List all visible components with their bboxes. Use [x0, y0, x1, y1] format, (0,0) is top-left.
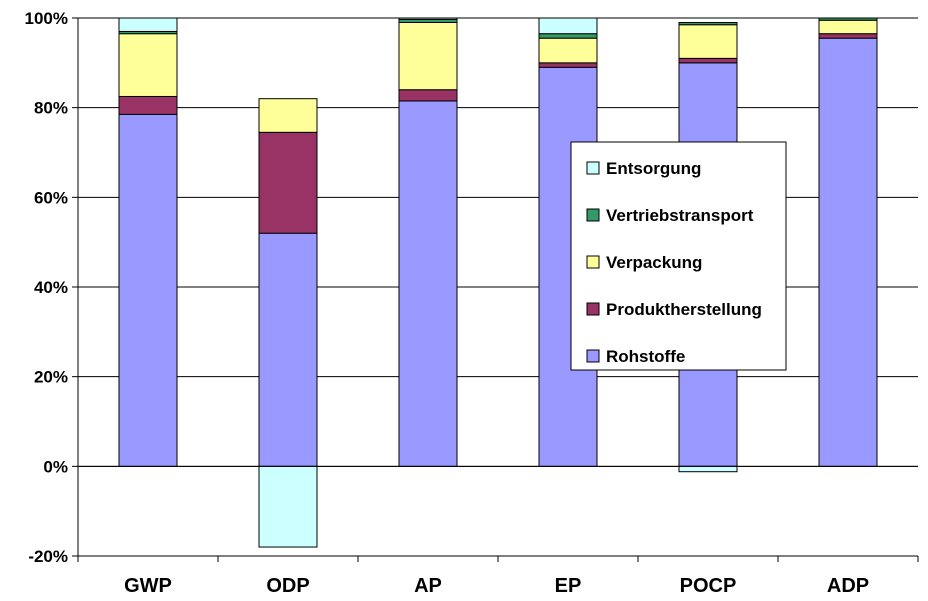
x-category-label: ADP [827, 575, 869, 597]
bar-segment-ep-entsorgung [538, 17, 598, 35]
bar-segment-pocp-produktherstellung [678, 57, 738, 64]
legend-box [570, 141, 787, 371]
bar-segment-ep-produktherstellung [538, 62, 598, 68]
bar-segment-pocp-verpackung [678, 24, 738, 59]
bar-segment-odp-verpackung [258, 98, 318, 133]
bar-segment-odp-entsorgung [258, 465, 318, 548]
bar-segment-adp-vertriebstransport [818, 17, 878, 21]
legend-swatch [586, 255, 600, 269]
y-tick-label: 80% [34, 99, 68, 118]
x-axis-category-labels: GWP ODP AP EP POCP ADP [124, 575, 869, 597]
y-tick-label: 100% [25, 9, 68, 28]
y-tick-label: 0% [43, 457, 68, 476]
legend-label: Entsorgung [606, 159, 701, 178]
bar-segment-adp-rohstoffe [818, 37, 878, 467]
legend-label: Verpackung [606, 253, 702, 272]
bar-segment-odp-produktherstellung [258, 131, 318, 234]
y-axis-tick-labels: -20% 0% 20% 40% 60% 80% 100% [25, 9, 68, 566]
x-category-label: AP [414, 575, 442, 597]
legend-swatch [586, 349, 600, 363]
y-tick-label: -20% [28, 547, 68, 566]
x-category-label: ODP [266, 575, 309, 597]
bar-segment-ap-produktherstellung [398, 89, 458, 102]
axes [72, 17, 919, 562]
legend-label: Vertriebstransport [606, 206, 754, 225]
bars [118, 17, 878, 548]
bar-segment-ap-entsorgung [398, 17, 458, 20]
bar-segment-pocp-vertriebstransport [678, 21, 738, 26]
bar-segment-gwp-entsorgung [118, 17, 178, 32]
bar-segment-ap-rohstoffe [398, 100, 458, 467]
y-tick-label: 20% [34, 368, 68, 387]
legend: Entsorgung Vertriebstransport Verpackung Pr… [570, 141, 787, 371]
legend-swatch [586, 208, 600, 222]
bar-segment-adp-verpackung [818, 19, 878, 35]
bar-segment-ap-verpackung [398, 21, 458, 91]
x-category-label: GWP [124, 575, 172, 597]
x-category-label: EP [555, 575, 582, 597]
bar-segment-ep-vertriebstransport [538, 33, 598, 39]
x-category-label: POCP [680, 575, 737, 597]
bar-segment-gwp-rohstoffe [118, 113, 178, 467]
y-tick-label: 60% [34, 188, 68, 207]
gridlines [78, 17, 918, 557]
legend-swatch [586, 161, 600, 175]
bar-segment-gwp-produktherstellung [118, 95, 178, 115]
legend-label: Rohstoffe [606, 347, 685, 366]
bar-segment-ep-verpackung [538, 37, 598, 64]
bar-segment-pocp-entsorgung [678, 465, 738, 473]
bar-segment-gwp-verpackung [118, 33, 178, 97]
y-tick-label: 40% [34, 278, 68, 297]
bar-segment-odp-rohstoffe [258, 232, 318, 467]
bar-segment-adp-produktherstellung [818, 33, 878, 39]
legend-swatch [586, 302, 600, 316]
legend-label: Produktherstellung [606, 300, 762, 319]
